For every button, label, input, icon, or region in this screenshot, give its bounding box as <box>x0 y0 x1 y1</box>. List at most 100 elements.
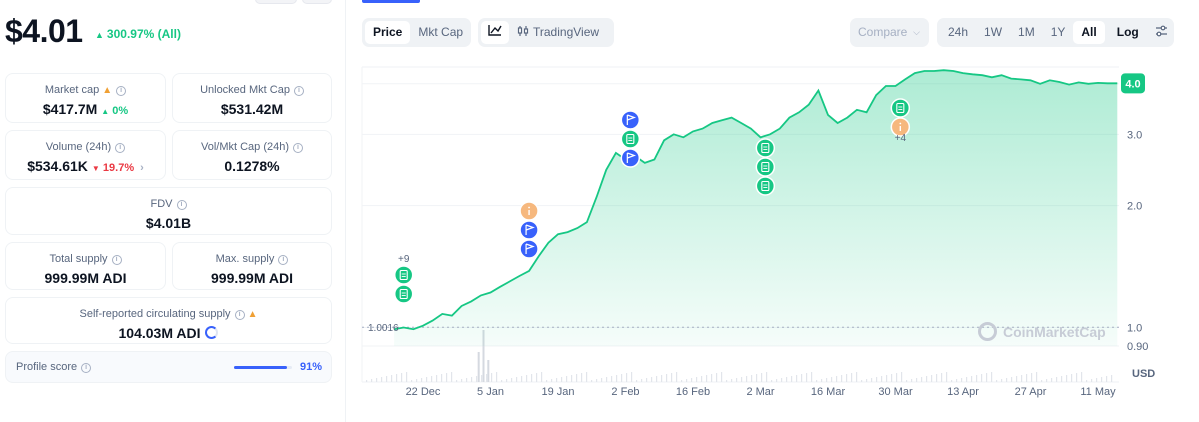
volume-bar <box>611 376 613 382</box>
total-supply-value: 999.99M ADI <box>44 270 127 286</box>
circulating-supply-value: 104.03M ADI <box>118 325 201 341</box>
chart-settings-button[interactable] <box>1147 21 1176 44</box>
info-icon[interactable]: i <box>115 143 126 153</box>
volume-bar <box>971 376 973 382</box>
volume-bar <box>1056 377 1058 382</box>
volume-bar <box>426 377 428 382</box>
info-icon[interactable]: i <box>116 86 127 96</box>
volume-bar <box>476 376 478 382</box>
current-price-badge <box>1121 73 1145 94</box>
warning-icon[interactable]: ▲ <box>247 309 258 320</box>
info-icon[interactable]: i <box>111 255 122 265</box>
volume-bar <box>561 377 563 382</box>
profile-score-fill <box>234 366 287 369</box>
range-1w[interactable]: 1W <box>984 25 1003 39</box>
volume-bar <box>416 379 418 382</box>
volume-bar <box>881 376 883 382</box>
document-icon <box>755 157 776 177</box>
current-price-label: 4.0 <box>1125 78 1140 90</box>
vol-mkt-cap-card: Vol/Mkt Cap (24h) i 0.1278% <box>172 130 332 180</box>
volume-bar <box>841 375 843 382</box>
flag-icon <box>620 110 641 130</box>
info-icon[interactable]: i <box>278 255 289 265</box>
tab-mkt-cap[interactable]: Mkt Cap <box>418 25 464 39</box>
chevron-right-icon[interactable]: › <box>140 162 144 174</box>
volume-bar <box>756 374 758 382</box>
profile-score-row[interactable]: Profile score i 91% <box>5 351 332 383</box>
volume-bar <box>706 375 708 382</box>
volume-bar <box>911 379 913 382</box>
info-icon[interactable]: i <box>293 143 304 153</box>
volume-bar <box>1076 373 1078 382</box>
document-icon <box>890 98 911 118</box>
volume-bar <box>831 377 833 382</box>
range-1m[interactable]: 1M <box>1018 25 1035 39</box>
settings-sliders-icon <box>1155 25 1167 37</box>
volume-bar <box>906 380 908 382</box>
coinmarketcap-logo-icon <box>978 322 997 341</box>
profile-score-label-row: Profile score i <box>16 361 92 373</box>
volume-bar <box>586 372 588 382</box>
volume-bar <box>1066 375 1068 382</box>
info-icon[interactable]: i <box>293 86 304 96</box>
range-all[interactable]: All <box>1073 21 1105 44</box>
baseline-label: 1.0016 <box>368 323 399 334</box>
volume-bar <box>766 372 768 382</box>
x-tick-label: 13 Apr <box>947 386 979 398</box>
volume-bar <box>726 380 728 382</box>
volume-bar <box>496 372 498 382</box>
range-1y[interactable]: 1Y <box>1050 25 1066 39</box>
volume-bar <box>681 380 683 382</box>
loading-spinner-icon <box>205 326 219 339</box>
volume-bar <box>651 377 653 382</box>
tab-price[interactable]: Price <box>365 21 411 44</box>
volume-bar <box>646 378 648 382</box>
market-cap-value-row: $417.7M ▲ 0% <box>6 101 165 117</box>
range-24h[interactable]: 24h <box>948 25 969 39</box>
marker-circle <box>519 239 539 259</box>
volume-bar <box>461 379 463 382</box>
compare-dropdown[interactable]: Compare ⌵ <box>850 18 929 47</box>
tradingview-label: TradingView <box>533 25 600 39</box>
price-change: ▲ 300.97% (All) <box>95 27 181 41</box>
volume-bar <box>366 380 368 382</box>
x-tick-label: 5 Jan <box>477 386 504 398</box>
up-arrow-icon: ▲ <box>95 30 104 40</box>
volume-bar <box>951 380 953 382</box>
volume-bar <box>571 375 573 382</box>
volume-bar <box>1036 372 1038 382</box>
x-tick-label: 2 Feb <box>611 386 639 398</box>
y-tick-label: 1.0 <box>1127 322 1142 334</box>
volume-bars <box>366 330 1113 382</box>
volume-bar <box>1026 374 1028 382</box>
marker-circle <box>755 157 776 177</box>
marker-circle <box>393 265 414 285</box>
x-tick-label: 16 Feb <box>676 386 710 398</box>
volume-bar <box>406 372 408 382</box>
volume-bar <box>1091 379 1093 382</box>
volume-card[interactable]: Volume (24h) i $534.61K ▼ 19.7% › <box>5 130 166 180</box>
volume-bar <box>981 374 983 382</box>
volume-bar <box>556 378 558 382</box>
tradingview-button[interactable]: TradingView <box>509 21 605 44</box>
x-tick-label: 30 Mar <box>878 386 913 398</box>
volume-bar <box>501 380 503 382</box>
info-icon[interactable]: i <box>176 200 187 210</box>
candlestick-icon <box>517 26 529 36</box>
volume-bar <box>921 377 923 382</box>
volume-bar <box>946 372 948 382</box>
info-icon[interactable]: i <box>81 363 92 373</box>
volume-bar <box>531 374 533 382</box>
line-chart-button[interactable] <box>481 21 509 44</box>
volume-label-row: Volume (24h) i <box>6 141 165 153</box>
vol-mkt-cap-value: 0.1278% <box>224 158 280 174</box>
warning-icon[interactable]: ▲ <box>102 85 113 96</box>
volume-bar <box>691 378 693 382</box>
volume-bar <box>1106 376 1108 382</box>
flag-icon <box>519 239 539 259</box>
volume-bar <box>941 373 943 382</box>
info-icon[interactable]: i <box>234 310 245 320</box>
log-button[interactable]: Log <box>1116 25 1139 39</box>
volume-bar <box>581 373 583 382</box>
